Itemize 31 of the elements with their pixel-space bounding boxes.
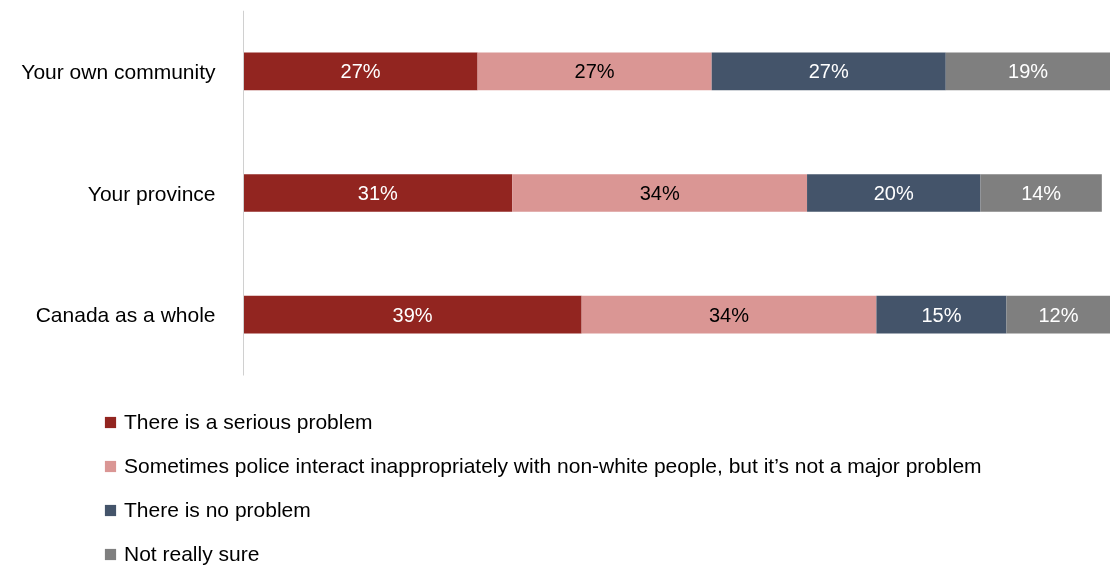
data-label: 15% xyxy=(921,303,962,326)
legend-label: There is a serious problem xyxy=(124,410,373,434)
bar xyxy=(1006,295,1110,334)
data-label: 34% xyxy=(639,182,680,204)
bar xyxy=(477,52,712,91)
legend-label: Sometimes police interact inappropriately with non-white people, but it’s not a major problem xyxy=(124,454,982,478)
bar xyxy=(243,295,582,334)
y-tick-label: Canada as a whole xyxy=(35,303,216,327)
data-label: 20% xyxy=(873,182,914,204)
data-label: 31% xyxy=(357,182,399,204)
data-label: 27% xyxy=(340,60,381,83)
legend-label: Not really sure xyxy=(124,542,260,566)
data-label: 14% xyxy=(1021,182,1062,204)
data-label: 12% xyxy=(1038,303,1079,326)
data-label: 27% xyxy=(808,60,849,83)
bar xyxy=(243,52,478,91)
bar xyxy=(876,295,1007,334)
data-label: 19% xyxy=(1008,60,1049,83)
data-label: 34% xyxy=(709,303,750,326)
bar xyxy=(945,52,1110,91)
legend-label: There is no problem xyxy=(124,498,311,522)
bar xyxy=(243,174,513,212)
bar xyxy=(512,174,808,212)
bar xyxy=(711,52,946,91)
y-tick-label: Your own community xyxy=(21,59,216,83)
bar xyxy=(980,174,1102,212)
bar xyxy=(581,295,877,334)
bar xyxy=(807,174,981,212)
y-tick-label: Your province xyxy=(87,181,216,205)
data-label: 39% xyxy=(392,303,433,326)
data-label: 27% xyxy=(574,60,615,83)
